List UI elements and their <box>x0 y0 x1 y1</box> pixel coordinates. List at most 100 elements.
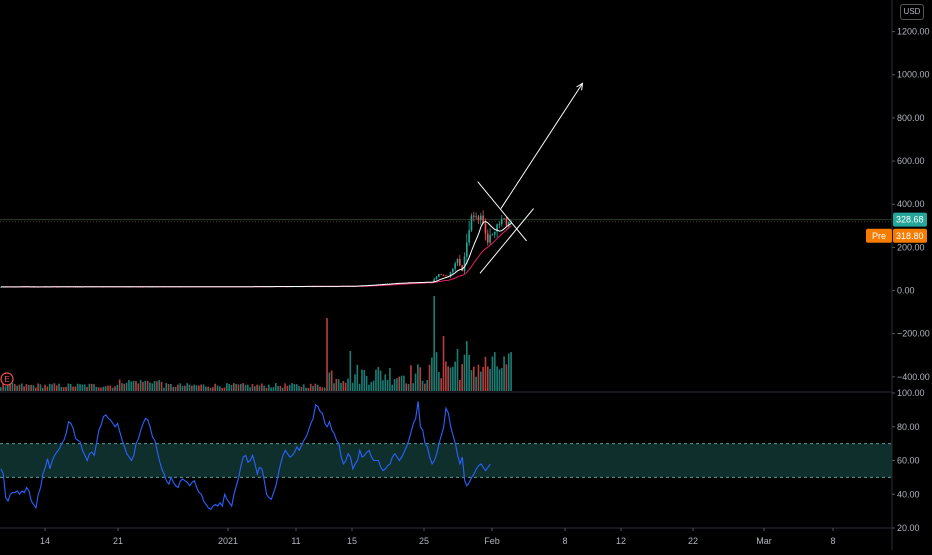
candle-body[interactable] <box>459 258 461 266</box>
volume-bar <box>156 381 158 391</box>
candle-body[interactable] <box>454 263 456 269</box>
candle-body[interactable] <box>438 274 440 277</box>
candle-body[interactable] <box>445 275 447 277</box>
volume-bar <box>34 387 37 391</box>
time-axis-tick-label[interactable]: 21 <box>113 536 123 546</box>
price-axis-tick-label[interactable]: 1000.00 <box>897 70 930 80</box>
rsi-axis-tick-label[interactable]: 80.00 <box>897 422 920 432</box>
candle-body[interactable] <box>463 256 466 272</box>
price-axis-tick-label[interactable]: 600.00 <box>897 156 925 166</box>
volume-bar <box>277 385 279 391</box>
price-axis-tick-label[interactable]: −200.00 <box>897 329 930 339</box>
price-axis-tick-label[interactable]: 200.00 <box>897 242 925 252</box>
price-axis-tick-label[interactable]: 1200.00 <box>897 27 930 37</box>
candle-body[interactable] <box>486 233 489 243</box>
volume-bar <box>167 384 170 391</box>
candle-body[interactable] <box>500 219 503 225</box>
candle-body[interactable] <box>470 215 473 231</box>
candle-body[interactable] <box>449 272 452 277</box>
time-axis-tick-label[interactable]: 22 <box>688 536 698 546</box>
time-axis-tick-label[interactable]: 8 <box>830 536 835 546</box>
volume-bar <box>421 380 424 391</box>
volume-bar <box>293 384 296 391</box>
drawing-layer[interactable] <box>477 82 584 274</box>
price-axis-tick-label[interactable]: −400.00 <box>897 372 930 382</box>
volume-bar <box>405 383 408 391</box>
time-axis-tick-label[interactable]: 12 <box>616 536 626 546</box>
last-price-value: 328.68 <box>896 215 924 225</box>
volume-bar <box>0 387 2 391</box>
volume-bar <box>344 382 347 391</box>
time-axis-tick-label[interactable]: Mar <box>756 536 772 546</box>
candle-body[interactable] <box>507 222 510 226</box>
projection-arrow-line[interactable] <box>500 83 583 209</box>
volume-bar <box>279 385 282 391</box>
candle-body[interactable] <box>440 274 443 275</box>
volume-bar <box>466 341 468 391</box>
candle-body[interactable] <box>433 279 436 282</box>
earnings-icon[interactable] <box>0 372 14 386</box>
rsi-axis-tick-label[interactable]: 40.00 <box>897 489 920 499</box>
candle-body[interactable] <box>475 216 477 218</box>
time-axis-tick-label[interactable]: 8 <box>562 536 567 546</box>
volume-bar <box>39 384 42 391</box>
candle-body[interactable] <box>491 234 494 236</box>
candle-body[interactable] <box>468 230 470 243</box>
rsi-band-layer <box>0 443 892 478</box>
volume-bar <box>274 383 277 391</box>
candle-body[interactable] <box>74 286 77 288</box>
volume-bar <box>314 383 317 391</box>
volume-bar <box>400 375 403 391</box>
projection-arrow-head[interactable] <box>576 82 584 91</box>
volume-bar <box>500 368 503 391</box>
currency-button[interactable]: USD <box>900 4 924 20</box>
volume-bar <box>475 376 477 391</box>
price-axis-tick-label[interactable]: 800.00 <box>897 113 925 123</box>
volume-bar <box>491 356 494 391</box>
pre-market-label: Pre <box>872 231 886 241</box>
time-axis-tick-label[interactable]: 14 <box>40 536 50 546</box>
triangle-lower-trendline[interactable] <box>479 208 534 274</box>
candle-body[interactable] <box>498 224 501 225</box>
candle-body[interactable] <box>489 234 491 243</box>
candle-body[interactable] <box>435 276 438 280</box>
volume-bar <box>86 387 88 391</box>
earnings-marker[interactable]: E <box>0 372 14 386</box>
candle-body[interactable] <box>505 218 508 226</box>
time-axis-tick-label[interactable]: 2021 <box>218 536 238 546</box>
volume-bar <box>118 379 121 391</box>
candle-body[interactable] <box>493 231 496 235</box>
volume-bar <box>53 383 56 391</box>
time-axis-tick-label[interactable]: Feb <box>484 536 500 546</box>
candle-body[interactable] <box>466 242 468 257</box>
rsi-axis-tick-label[interactable]: 20.00 <box>897 523 920 533</box>
candle-body[interactable] <box>0 286 2 288</box>
candle-body[interactable] <box>452 268 454 273</box>
volume-bar <box>414 373 417 391</box>
rsi-axis-tick-label[interactable]: 60.00 <box>897 456 920 466</box>
candle-body[interactable] <box>442 274 445 276</box>
volume-bar <box>81 384 84 391</box>
time-axis-tick-label[interactable]: 25 <box>419 536 429 546</box>
candle-body[interactable] <box>482 215 484 224</box>
candle-body[interactable] <box>479 215 482 220</box>
candle-body[interactable] <box>477 216 480 220</box>
rsi-axis-tick-label[interactable]: 100.00 <box>897 388 925 398</box>
time-axis-tick-label[interactable]: 11 <box>291 536 300 546</box>
candle-body[interactable] <box>496 224 498 232</box>
price-axis-tick-label[interactable]: 0.00 <box>897 286 915 296</box>
price-axis-tick-label[interactable]: 400.00 <box>897 199 925 209</box>
candle-body[interactable] <box>484 223 487 234</box>
candle-body[interactable] <box>472 215 475 217</box>
candle-body[interactable] <box>461 265 463 272</box>
candle-body[interactable] <box>456 258 459 264</box>
time-axis-tick-label[interactable]: 15 <box>347 536 357 546</box>
volume-bar <box>431 357 433 391</box>
triangle-upper-trendline[interactable] <box>477 181 527 242</box>
candle-body[interactable] <box>503 218 505 220</box>
volume-bar <box>417 364 419 391</box>
badge-layer: 328.68 Pre 318.80 <box>866 212 927 243</box>
